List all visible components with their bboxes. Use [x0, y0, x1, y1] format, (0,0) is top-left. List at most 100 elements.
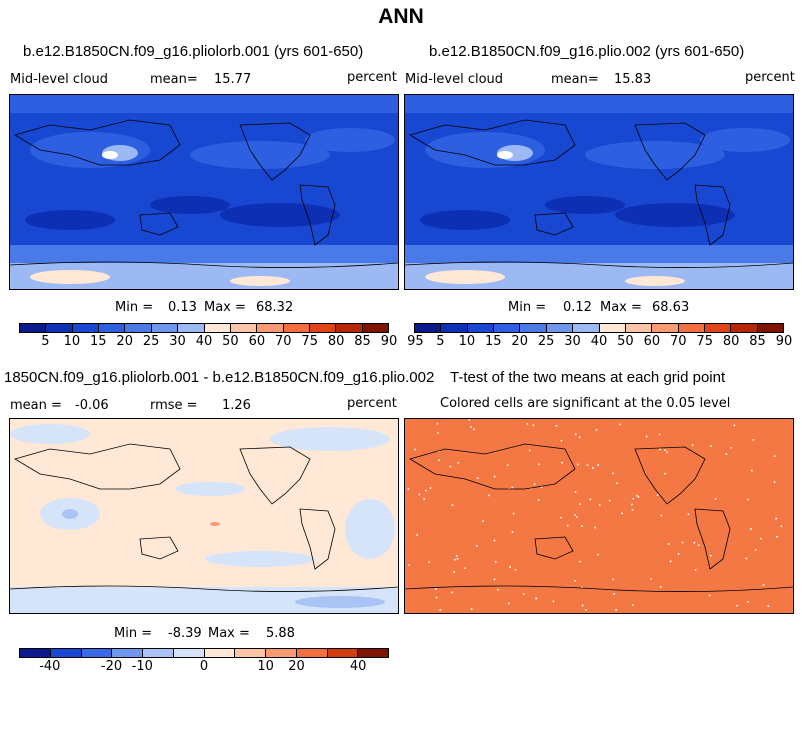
insignificant-cell — [773, 481, 776, 483]
insignificant-cell — [632, 497, 635, 500]
insignificant-cell — [493, 578, 496, 581]
panel2-colorbar-tick-label: 20 — [511, 334, 528, 349]
panel3-colorbar-swatch — [81, 649, 113, 657]
insignificant-cell — [595, 429, 598, 431]
panel1-max-value: 68.32 — [256, 300, 294, 315]
insignificant-cell — [473, 428, 475, 431]
insignificant-cell — [613, 593, 615, 595]
panel3-colorbar-swatch — [266, 649, 297, 657]
panel2-colorbar-tick-label: 30 — [564, 334, 581, 349]
panel1-colorbar-swatch — [257, 324, 284, 332]
insignificant-cell — [767, 605, 770, 607]
panel2-colorbar-swatch — [573, 324, 600, 332]
insignificant-cell — [552, 600, 555, 603]
panel2-colorbar-tick-label: 90 — [775, 334, 793, 349]
insignificant-cell — [708, 594, 711, 597]
panel3-colorbar-tick-label: -10 — [131, 659, 153, 674]
panel1-colorbar-swatch — [309, 324, 337, 332]
panel3-colorbar-swatch — [204, 649, 236, 657]
insignificant-cell — [751, 469, 753, 472]
insignificant-cell — [488, 494, 490, 497]
insignificant-cell — [538, 463, 540, 466]
insignificant-cell — [598, 504, 601, 506]
panel2-colorbar-tick-label: 60 — [643, 334, 661, 349]
insignificant-cell — [456, 558, 459, 560]
panel2-colorbar-tick-label: 15 — [485, 334, 502, 349]
page-title: ANN — [378, 5, 424, 28]
insignificant-cell — [514, 569, 517, 571]
insignificant-cell — [659, 448, 661, 451]
insignificant-cell — [560, 439, 563, 442]
insignificant-cell — [762, 584, 765, 586]
panel3-colorbar — [19, 648, 389, 658]
panel2-max-label: Max = — [600, 300, 642, 315]
insignificant-cell — [468, 419, 471, 421]
panel1-colorbar-tick-label: 40 — [195, 334, 213, 349]
insignificant-cell — [511, 486, 514, 489]
insignificant-cell — [578, 436, 581, 438]
panel3-colorbar-swatch — [50, 649, 82, 657]
insignificant-cell — [451, 591, 453, 594]
panel3-colorbar-tick-label: 40 — [349, 659, 367, 674]
insignificant-cell — [449, 465, 452, 468]
insignificant-cell — [612, 472, 614, 475]
insignificant-cell — [664, 472, 666, 475]
panel1-colorbar-tick-label: 5 — [41, 334, 50, 349]
panel2-map — [404, 94, 794, 290]
panel3-colorbar-tick-label: 0 — [199, 659, 209, 674]
insignificant-cell — [666, 451, 668, 453]
insignificant-cell — [428, 561, 430, 563]
panel1-min-label: Min = — [115, 300, 154, 315]
panel1-colorbar-swatch — [362, 324, 389, 332]
insignificant-cell — [577, 463, 579, 466]
panel3-colorbar-swatch — [296, 649, 328, 657]
panel3-max-label: Max = — [208, 626, 250, 641]
panel1-colorbar-tick-label: 75 — [301, 334, 318, 349]
insignificant-cell — [750, 528, 752, 530]
insignificant-cell — [435, 596, 438, 599]
insignificant-cell — [434, 588, 437, 590]
panel2-colorbar-swatch — [599, 324, 626, 332]
panel2-colorbar-swatch — [625, 324, 653, 332]
panel1-colorbar-tick-label: 30 — [169, 334, 186, 349]
panel1-colorbar-tick-label: 50 — [222, 334, 239, 349]
panel3-title: 1850CN.f09_g16.pliolorb.001 - b.e12.B185… — [4, 369, 435, 386]
insignificant-cell — [566, 524, 569, 527]
insignificant-cell — [425, 489, 427, 492]
insignificant-cell — [619, 423, 621, 426]
panel1-colorbar-tick-label: 60 — [248, 334, 266, 349]
panel1-colorbar-tick-label: 95 — [407, 334, 424, 349]
insignificant-cell — [631, 509, 634, 511]
insignificant-cell — [494, 561, 497, 563]
insignificant-cell — [493, 475, 496, 478]
insignificant-cell — [586, 464, 589, 466]
insignificant-cell — [416, 534, 418, 536]
insignificant-cell — [579, 503, 581, 505]
insignificant-cell — [745, 557, 748, 560]
panel1-colorbar-swatch — [46, 324, 73, 332]
panel4-subtitle: Colored cells are significant at the 0.0… — [440, 396, 731, 411]
insignificant-cell — [512, 512, 515, 515]
panel2-colorbar-swatch — [546, 324, 574, 332]
insignificant-cell — [697, 544, 700, 546]
insignificant-cell — [585, 609, 587, 611]
insignificant-cell — [693, 541, 696, 544]
insignificant-cell — [616, 482, 618, 484]
insignificant-cell — [773, 455, 776, 457]
insignificant-cell — [597, 553, 599, 556]
insignificant-cell — [733, 424, 736, 427]
insignificant-cell — [612, 578, 614, 581]
insignificant-cell — [681, 541, 684, 544]
insignificant-cell — [506, 464, 509, 466]
panel2-colorbar-tick-label: 5 — [436, 334, 445, 349]
panel2-units: percent — [745, 70, 795, 85]
insignificant-cell — [476, 545, 478, 547]
panel3-max-value: 5.88 — [266, 626, 295, 641]
panel3-min-label: Min = — [114, 626, 153, 641]
insignificant-cell — [470, 608, 473, 610]
insignificant-cell — [482, 520, 484, 522]
insignificant-cell — [754, 549, 757, 551]
insignificant-cell — [476, 477, 479, 479]
panel3-mean-value: -0.06 — [75, 398, 109, 413]
panel3-colorbar-swatch — [143, 649, 174, 657]
